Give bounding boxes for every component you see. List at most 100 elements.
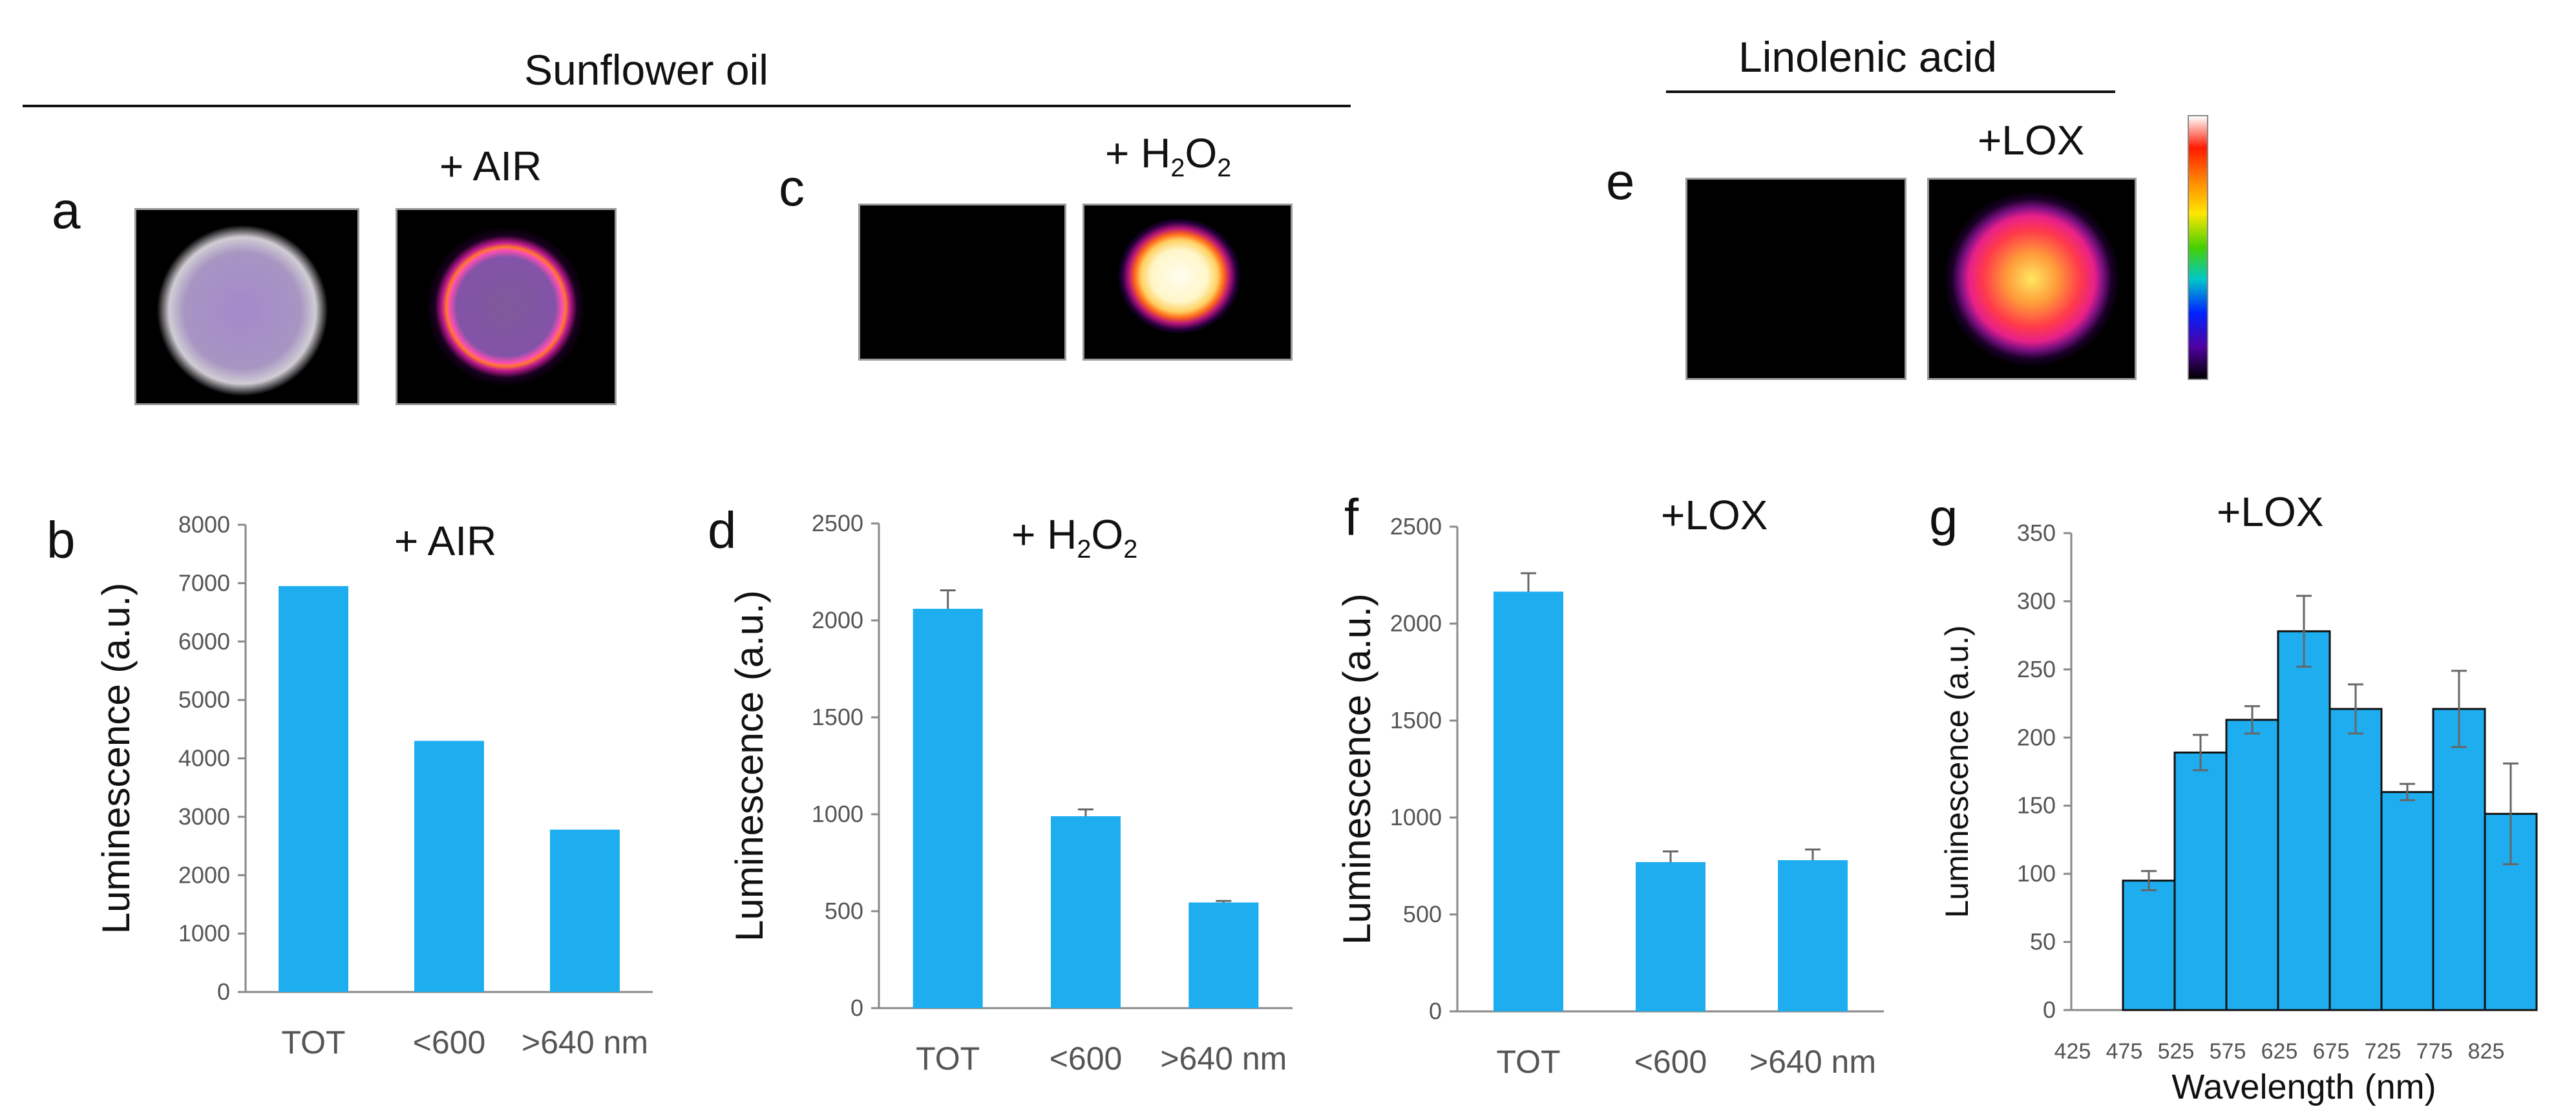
chart-f-category-label: >640 nm <box>1749 1044 1876 1080</box>
chart-g-category-label: 625 <box>2261 1039 2298 1064</box>
panel-letter-d: d <box>708 501 737 559</box>
chart-g-category-label: 775 <box>2416 1039 2453 1064</box>
chart-b-category-label: TOT <box>281 1024 345 1060</box>
chart-b-category-label: >640 nm <box>522 1024 648 1060</box>
chart-b-ylabel: Luminescence (a.u.) <box>94 583 138 934</box>
chart-g-bar <box>2173 751 2228 1011</box>
chart-g-category-label: 575 <box>2210 1039 2246 1064</box>
chart-d-ytick-label: 500 <box>825 898 863 924</box>
panel-c-label-mid: O <box>1185 130 1218 176</box>
chart-f-title: +LOX <box>1661 492 1768 538</box>
chart-d-title-mid: O <box>1091 511 1124 558</box>
panel-letter-g: g <box>1929 489 1958 546</box>
chart-f-ytick-label: 2500 <box>1390 513 1442 540</box>
panel-letter-b: b <box>47 511 76 569</box>
chart-d-ytick-label: 2500 <box>812 510 863 536</box>
chart-b-ytick-label: 0 <box>217 978 230 1005</box>
panel-c-label-sub2: 2 <box>1217 153 1232 182</box>
chart-g-category-label: 675 <box>2313 1039 2350 1064</box>
chart-d-category-label: >640 nm <box>1160 1040 1287 1077</box>
chart-f-category-label: <600 <box>1634 1044 1707 1080</box>
chart-b-bar <box>550 829 620 992</box>
chart-g-bar <box>2328 708 2383 1011</box>
panel-c-label-sub: 2 <box>1170 153 1185 182</box>
chart-g-category-label: 425 <box>2054 1039 2091 1064</box>
panel-letter-f: f <box>1344 489 1359 546</box>
chart-b-ytick-label: 8000 <box>178 511 230 538</box>
chart-f-ylabel: Luminescence (a.u.) <box>1335 593 1378 945</box>
chart-d-ytick-label: 0 <box>850 995 863 1021</box>
chart-d-title-prefix: + H <box>1011 511 1077 558</box>
chart-b-category-label: <600 <box>413 1024 486 1060</box>
chart-f-category-label: TOT <box>1496 1044 1560 1080</box>
panel-letter-c: c <box>779 159 805 216</box>
chart-f-bar <box>1494 591 1563 1011</box>
chart-d-ylabel: Luminescence (a.u.) <box>728 590 771 942</box>
chart-b-bar <box>279 585 348 992</box>
chart-g-category-label: 825 <box>2468 1039 2505 1064</box>
chart-f-ytick-label: 1500 <box>1390 707 1442 733</box>
intensity-colorbar-icon <box>2188 115 2208 380</box>
chart-b-ytick-label: 1000 <box>178 920 230 947</box>
chart-g-bar <box>2225 719 2279 1011</box>
chart-b-ytick-label: 3000 <box>178 803 230 830</box>
chart-b-ytick-label: 4000 <box>178 745 230 772</box>
chart-g-bar <box>2432 708 2486 1011</box>
chart-d-category-label: <600 <box>1050 1040 1123 1077</box>
chart-g-ytick-label: 300 <box>2017 587 2056 614</box>
chart-g-title: +LOX <box>2217 489 2324 535</box>
image-c-h2o2 <box>1082 204 1293 361</box>
sunflower-section-title: Sunflower oil <box>524 46 768 94</box>
image-a-air <box>396 208 617 405</box>
panel-letter-e: e <box>1606 153 1635 210</box>
chart-g-bar <box>2277 630 2331 1011</box>
chart-d-ytick-label: 1500 <box>812 704 863 730</box>
chart-g-bar <box>2122 880 2176 1011</box>
chart-g-ytick-label: 100 <box>2017 860 2056 887</box>
chart-d-category-label: TOT <box>916 1040 980 1077</box>
chart-b-ytick-label: 7000 <box>178 569 230 596</box>
chart-g-ytick-label: 150 <box>2017 792 2056 819</box>
chart-g-xlabel: Wavelength (nm) <box>2171 1068 2436 1106</box>
panel-c-label: + H2O2 <box>1105 129 1231 183</box>
linolenic-rule <box>1666 90 2115 93</box>
chart-d-ytick-label: 2000 <box>812 607 863 633</box>
panel-e-label: +LOX <box>1978 117 2085 163</box>
chart-f-ytick-label: 500 <box>1403 901 1442 927</box>
image-e-lox <box>1927 178 2137 380</box>
chart-d-bar <box>913 609 983 1008</box>
chart-f-bar <box>1636 862 1705 1011</box>
chart-g-category-label: 475 <box>2106 1039 2143 1064</box>
chart-f-ytick-label: 2000 <box>1390 610 1442 637</box>
chart-g-category-label: 725 <box>2365 1039 2402 1064</box>
chart-g-category-label: 525 <box>2158 1039 2195 1064</box>
panel-a-label: + AIR <box>439 143 542 189</box>
sunflower-rule <box>23 105 1351 107</box>
image-c-control <box>858 204 1066 361</box>
chart-g-bar <box>2380 791 2434 1011</box>
panel-c-label-prefix: + H <box>1105 130 1171 176</box>
chart-b-bar <box>414 741 484 992</box>
chart-d-title-sub: 2 <box>1077 534 1092 564</box>
chart-d-ytick-label: 1000 <box>812 801 863 827</box>
panel-letter-a: a <box>52 182 81 239</box>
chart-d-bar <box>1051 816 1121 1008</box>
chart-b-ytick-label: 6000 <box>178 628 230 655</box>
chart-g-ylabel: Luminescence (a.u.) <box>1939 625 1975 918</box>
chart-d-title-sub2: 2 <box>1123 534 1138 564</box>
linolenic-section-title: Linolenic acid <box>1738 33 1997 81</box>
image-e-control <box>1685 178 1906 380</box>
chart-b-ytick-label: 2000 <box>178 861 230 888</box>
chart-f-ytick-label: 1000 <box>1390 804 1442 830</box>
chart-g-ytick-label: 350 <box>2017 520 2056 546</box>
chart-d-title: + H2O2 <box>1011 511 1137 564</box>
chart-g-ytick-label: 0 <box>2043 997 2056 1023</box>
chart-f-bar <box>1778 860 1848 1011</box>
chart-b-title: + AIR <box>394 518 497 564</box>
chart-d-bar <box>1188 902 1259 1008</box>
chart-g-ytick-label: 50 <box>2030 929 2056 955</box>
chart-g-ytick-label: 200 <box>2017 724 2056 750</box>
chart-f-ytick-label: 0 <box>1429 998 1442 1024</box>
chart-b-ytick-label: 5000 <box>178 686 230 713</box>
